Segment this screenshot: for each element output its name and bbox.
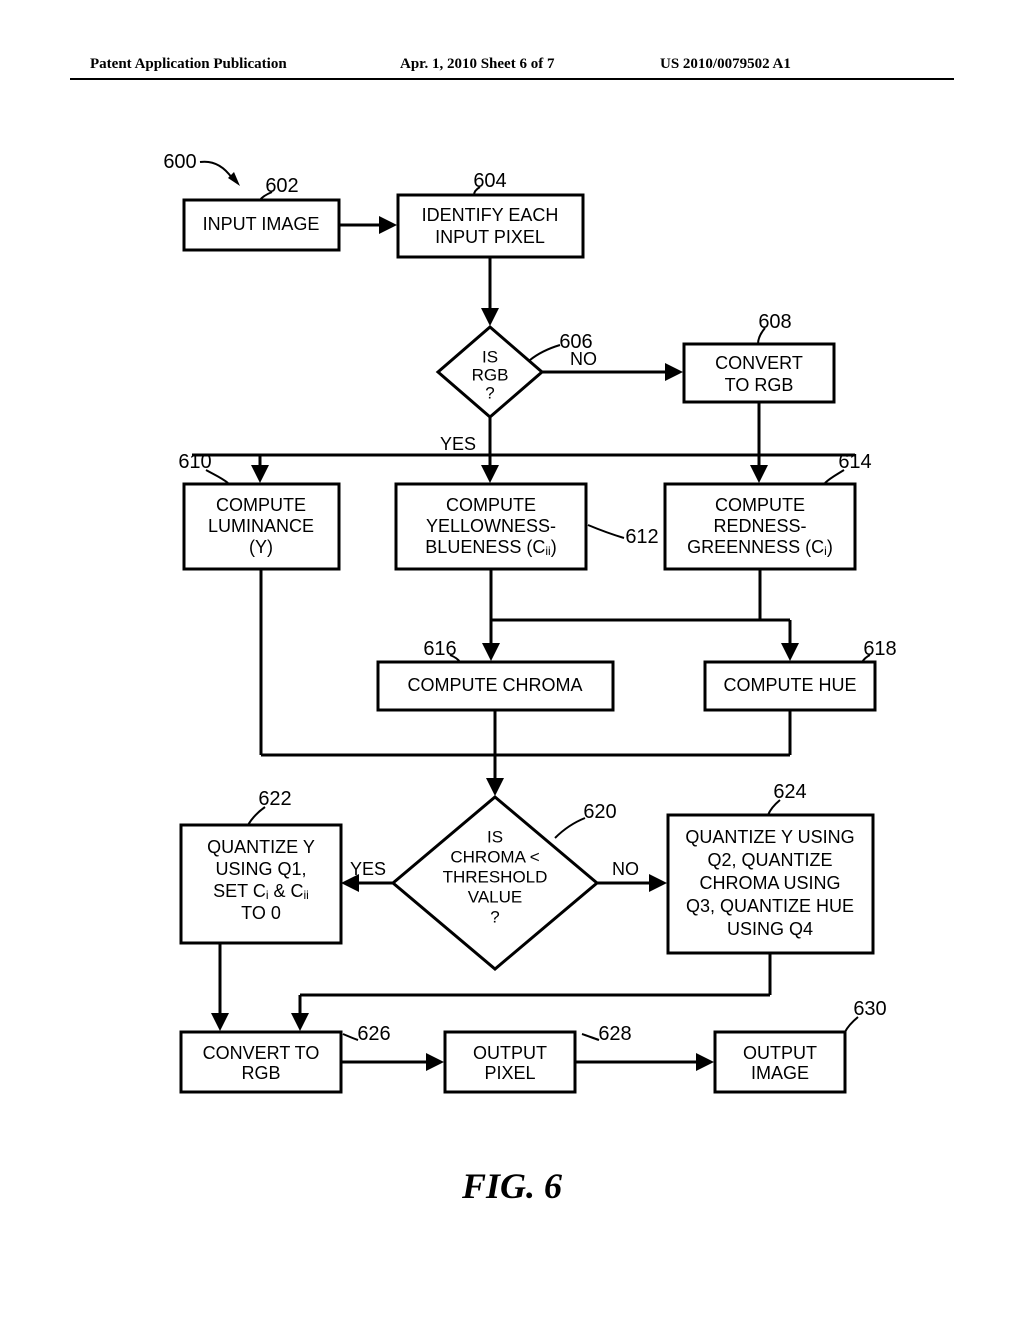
svg-text:PIXEL: PIXEL — [484, 1063, 535, 1083]
ref-620: 620 — [583, 801, 616, 823]
edge-no-2: NO — [612, 859, 639, 879]
svg-text:QUANTIZE Y: QUANTIZE Y — [207, 837, 315, 857]
svg-text:COMPUTE HUE: COMPUTE HUE — [723, 675, 856, 695]
svg-text:RGB: RGB — [472, 365, 509, 384]
svg-text:RGB: RGB — [241, 1063, 280, 1083]
svg-text:IDENTIFY EACH: IDENTIFY EACH — [422, 205, 559, 225]
ref-628: 628 — [598, 1023, 631, 1045]
svg-text:REDNESS-: REDNESS- — [713, 516, 806, 536]
svg-text:OUTPUT: OUTPUT — [743, 1043, 817, 1063]
svg-text:COMPUTE: COMPUTE — [446, 495, 536, 515]
svg-text:TO RGB: TO RGB — [725, 375, 794, 395]
svg-text:Q2, QUANTIZE: Q2, QUANTIZE — [707, 850, 832, 870]
figure-caption: FIG. 6 — [0, 1165, 1024, 1207]
svg-text:BLUENESS (Cii): BLUENESS (Cii) — [425, 537, 556, 558]
svg-text:Q3, QUANTIZE HUE: Q3, QUANTIZE HUE — [686, 896, 854, 916]
edge-no-1: NO — [570, 349, 597, 369]
svg-text:USING Q4: USING Q4 — [727, 919, 813, 939]
edge-yes-1: YES — [440, 434, 476, 454]
svg-text:SET Ci & Cii: SET Ci & Cii — [213, 881, 309, 902]
ref-630: 630 — [853, 998, 886, 1020]
svg-text:?: ? — [490, 907, 499, 926]
svg-text:CONVERT: CONVERT — [715, 353, 803, 373]
svg-text:CHROMA <: CHROMA < — [450, 847, 539, 866]
svg-text:COMPUTE: COMPUTE — [715, 495, 805, 515]
svg-text:INPUT PIXEL: INPUT PIXEL — [435, 227, 545, 247]
patent-page: Patent Application Publication Apr. 1, 2… — [0, 0, 1024, 1320]
svg-text:CHROMA USING: CHROMA USING — [699, 873, 840, 893]
svg-text:TO 0: TO 0 — [241, 903, 281, 923]
svg-text:QUANTIZE Y USING: QUANTIZE Y USING — [685, 827, 854, 847]
svg-text:USING Q1,: USING Q1, — [215, 859, 306, 879]
edge-yes-2: YES — [350, 859, 386, 879]
svg-text:IS: IS — [487, 827, 503, 846]
svg-text:GREENNESS (Ci): GREENNESS (Ci) — [687, 537, 833, 558]
node-input-image-text: INPUT IMAGE — [203, 214, 320, 234]
svg-text:CONVERT TO: CONVERT TO — [203, 1043, 320, 1063]
svg-text:THRESHOLD: THRESHOLD — [443, 867, 548, 886]
svg-text:VALUE: VALUE — [468, 887, 523, 906]
svg-text:?: ? — [485, 383, 494, 402]
svg-text:YELLOWNESS-: YELLOWNESS- — [426, 516, 556, 536]
svg-text:LUMINANCE: LUMINANCE — [208, 516, 314, 536]
ref-600: 600 — [163, 151, 196, 173]
flowchart-svg: 600 INPUT IMAGE 602 IDENTIFY EACH INPUT … — [0, 0, 1024, 1320]
svg-text:COMPUTE CHROMA: COMPUTE CHROMA — [408, 675, 583, 695]
svg-text:IMAGE: IMAGE — [751, 1063, 809, 1083]
svg-text:(Y): (Y) — [249, 537, 273, 557]
ref-612: 612 — [625, 526, 658, 548]
ref-626: 626 — [357, 1023, 390, 1045]
ref-622: 622 — [258, 788, 291, 810]
svg-text:OUTPUT: OUTPUT — [473, 1043, 547, 1063]
svg-text:IS: IS — [482, 347, 498, 366]
svg-text:COMPUTE: COMPUTE — [216, 495, 306, 515]
ref-624: 624 — [773, 781, 806, 803]
